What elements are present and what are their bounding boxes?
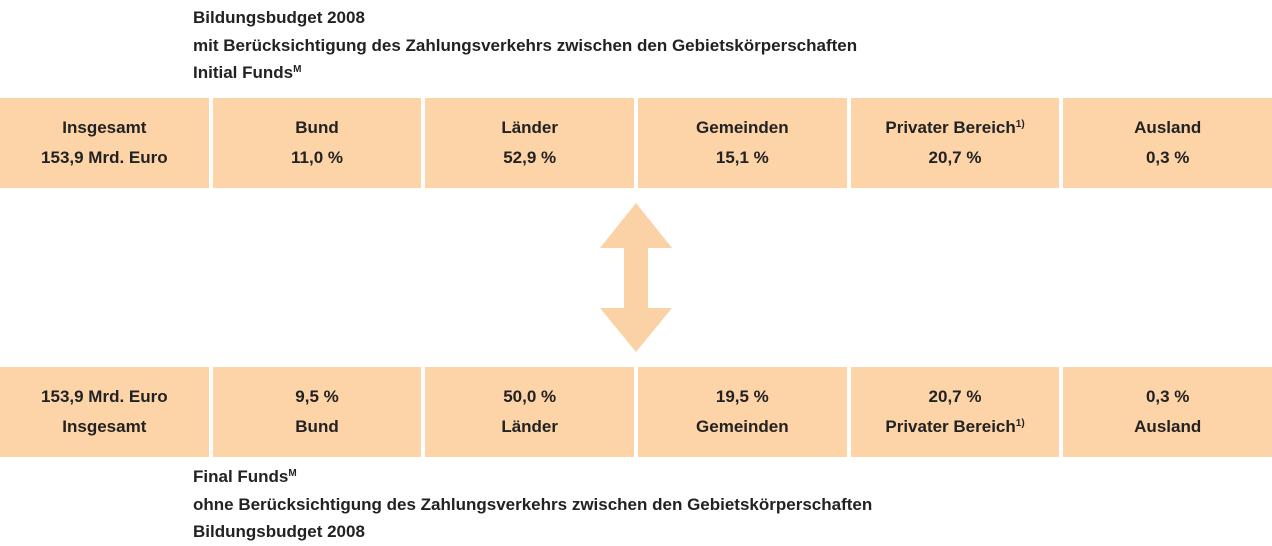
- cell-name: Insgesamt: [62, 412, 146, 442]
- cell: Gemeinden 15,1 %: [638, 98, 847, 188]
- value-text: 20,7 %: [928, 387, 982, 406]
- cell-value: 20,7 %: [929, 143, 982, 173]
- name-text: Bund: [295, 118, 339, 137]
- value-text: 52,9 %: [503, 148, 557, 167]
- cell-name: Ausland: [1134, 113, 1201, 143]
- name-text: Insgesamt: [62, 417, 147, 436]
- title: Bildungsbudget 2008: [193, 522, 365, 541]
- cell-name: Gemeinden: [696, 412, 789, 442]
- value-text: 19,5 %: [715, 387, 769, 406]
- double-arrow: [600, 203, 672, 352]
- footnote-mark: 1): [1015, 418, 1025, 429]
- cell: 19,5 % Gemeinden: [638, 367, 847, 457]
- initial-row: Insgesamt 153,9 Mrd. Euro Bund 11,0 % Länder…: [0, 98, 1272, 188]
- cell-value: 50,0 %: [503, 382, 556, 412]
- subtitle: ohne Berücksichtigung des Zahlungsverkeh…: [193, 494, 873, 514]
- value-text: 9,5 %: [295, 387, 339, 406]
- cell-value: 9,5 %: [295, 382, 338, 412]
- cell-value: 52,9 %: [503, 143, 556, 173]
- cell-value: 153,9 Mrd. Euro: [41, 143, 168, 173]
- cell: 20,7 % Privater Bereich1): [850, 367, 1060, 457]
- value-text: 15,1 %: [715, 148, 769, 167]
- cell-value: 20,7 %: [929, 382, 982, 412]
- cell-name: Bund: [295, 113, 338, 143]
- name-text: Insgesamt: [62, 118, 147, 137]
- cell-name: Länder: [501, 113, 558, 143]
- cell: 50,0 % Länder: [425, 367, 635, 457]
- cell: Bund 11,0 %: [212, 98, 422, 188]
- label-sup: M: [293, 64, 302, 75]
- cell-value: 11,0 %: [291, 143, 343, 173]
- label-sup: M: [288, 468, 297, 479]
- value-text: 0,3 %: [1145, 387, 1190, 406]
- name-text: Bund: [295, 417, 339, 436]
- cell: 153,9 Mrd. Euro Insgesamt: [0, 367, 209, 457]
- cell: Länder 52,9 %: [425, 98, 635, 188]
- cell-value: 0,3 %: [1146, 382, 1189, 412]
- cell-name: Privater Bereich1): [885, 113, 1024, 143]
- label-text: Final Funds: [193, 467, 289, 486]
- name-text: Länder: [501, 417, 559, 436]
- name-text: Ausland: [1134, 417, 1202, 436]
- label: Final FundsM: [193, 463, 872, 491]
- final-row: 153,9 Mrd. Euro Insgesamt 9,5 % Bund 50,0 % L…: [0, 367, 1272, 457]
- cell-name: Insgesamt: [62, 113, 146, 143]
- cell-name: Bund: [295, 412, 338, 442]
- cell-value: 153,9 Mrd. Euro: [41, 382, 168, 412]
- value-text: 20,7 %: [928, 148, 982, 167]
- name-text: Gemeinden: [696, 118, 789, 137]
- label-text: Initial Funds: [193, 63, 294, 82]
- name-text: Privater Bereich: [885, 417, 1016, 436]
- name-text: Ausland: [1134, 118, 1202, 137]
- cell-value: 19,5 %: [716, 382, 769, 412]
- cell: Ausland 0,3 %: [1063, 98, 1272, 188]
- cell-name: Ausland: [1134, 412, 1201, 442]
- top-heading: Bildungsbudget 2008 mit Berücksichtigung…: [193, 4, 857, 87]
- name-text: Länder: [501, 118, 559, 137]
- cell-value: 0,3 %: [1146, 143, 1189, 173]
- title: Bildungsbudget 2008: [193, 8, 365, 27]
- value-text: 50,0 %: [503, 387, 557, 406]
- cell: 9,5 % Bund: [212, 367, 422, 457]
- cell-name: Länder: [501, 412, 558, 442]
- subtitle: mit Berücksichtigung des Zahlungsverkehr…: [193, 35, 858, 55]
- name-text: Privater Bereich: [885, 118, 1016, 137]
- cell-name: Privater Bereich1): [885, 412, 1024, 442]
- cell: Privater Bereich1) 20,7 %: [850, 98, 1060, 188]
- cell: Insgesamt 153,9 Mrd. Euro: [0, 98, 209, 188]
- cell-value: 15,1 %: [716, 143, 769, 173]
- value-text: 11,0 %: [291, 148, 343, 167]
- cell-name: Gemeinden: [696, 113, 789, 143]
- footnote-mark: 1): [1015, 119, 1025, 130]
- value-text: 153,9 Mrd. Euro: [41, 148, 168, 167]
- name-text: Gemeinden: [696, 417, 789, 436]
- value-text: 153,9 Mrd. Euro: [41, 387, 168, 406]
- cell: 0,3 % Ausland: [1063, 367, 1272, 457]
- value-text: 0,3 %: [1145, 148, 1190, 167]
- label: Initial FundsM: [193, 59, 857, 87]
- bottom-heading: Final FundsM ohne Berücksichtigung des Z…: [193, 463, 872, 546]
